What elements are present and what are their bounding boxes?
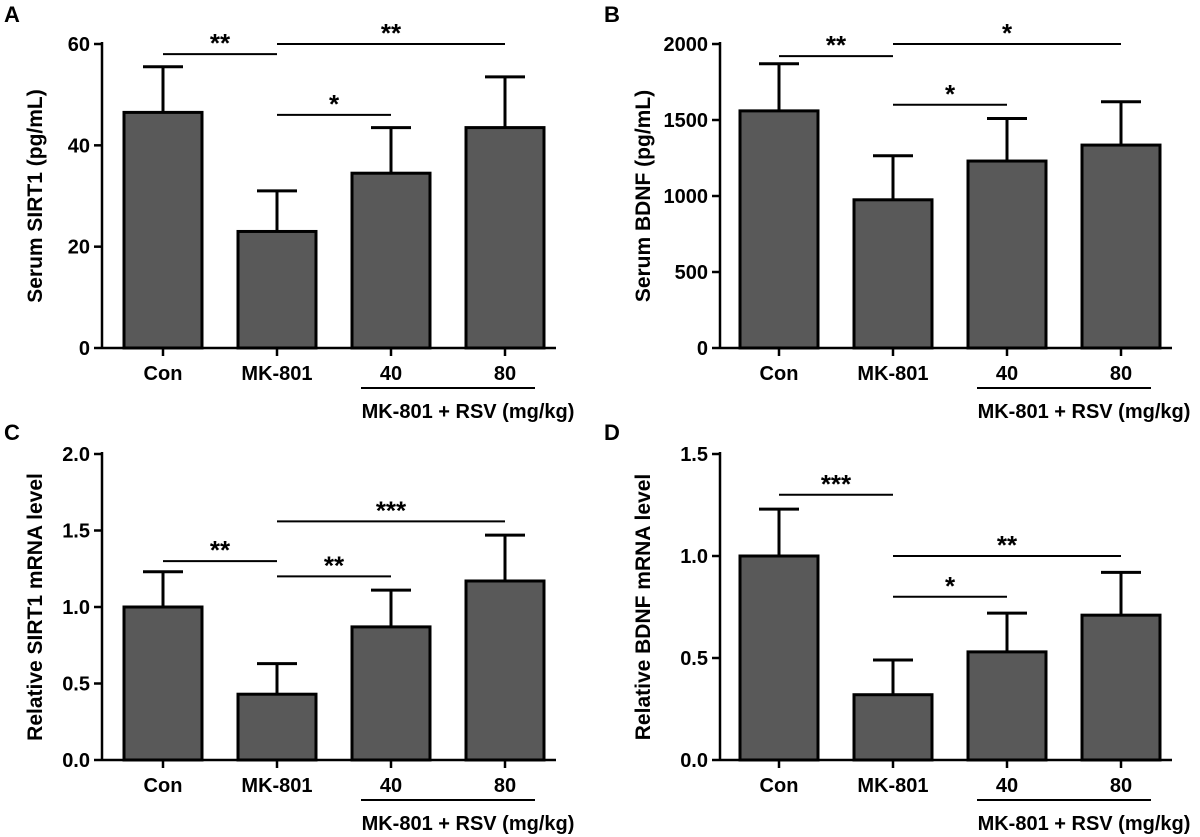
- bar-con: [738, 109, 820, 350]
- significance-label: **: [210, 535, 231, 565]
- bar-mk-801: [236, 229, 318, 350]
- bar-40: [966, 159, 1048, 350]
- y-tick-label: 0.5: [680, 648, 708, 670]
- x-tick-label: 40: [380, 775, 402, 797]
- bar-mk-801: [236, 692, 318, 762]
- x-tick-label: 80: [1110, 363, 1132, 385]
- panel-letter: D: [604, 420, 620, 445]
- bar-80: [464, 579, 546, 762]
- significance-label: **: [381, 18, 402, 48]
- y-tick-label: 2.0: [62, 444, 90, 466]
- y-axis-label: Serum SIRT1 (pg/mL): [24, 89, 47, 303]
- y-tick-label: 20: [68, 237, 90, 259]
- x-tick-label: Con: [144, 775, 183, 797]
- group-label: MK-801 + RSV (mg/kg): [978, 401, 1191, 423]
- significance-label: ***: [821, 469, 852, 499]
- bar-con: [122, 110, 204, 350]
- y-tick-label: 1000: [664, 186, 709, 208]
- group-label: MK-801 + RSV (mg/kg): [362, 813, 575, 835]
- y-tick-label: 2000: [664, 34, 709, 56]
- y-tick-label: 0.0: [62, 750, 90, 772]
- panel-letter: C: [4, 420, 20, 445]
- x-tick-label: 40: [996, 775, 1018, 797]
- x-tick-label: MK-801: [241, 775, 312, 797]
- significance-label: *: [1002, 18, 1013, 48]
- x-tick-label: 80: [1110, 775, 1132, 797]
- y-tick-label: 1.5: [680, 444, 708, 466]
- y-tick-label: 500: [675, 262, 708, 284]
- x-tick-label: MK-801: [857, 775, 928, 797]
- bar-40: [350, 171, 432, 350]
- x-tick-label: MK-801: [857, 363, 928, 385]
- y-tick-label: 1.0: [62, 597, 90, 619]
- y-axis-label: Serum BDNF (pg/mL): [632, 90, 655, 302]
- significance-label: **: [324, 550, 345, 580]
- x-tick-label: 80: [494, 775, 516, 797]
- group-label: MK-801 + RSV (mg/kg): [362, 401, 575, 423]
- bar-con: [738, 554, 820, 762]
- bar-80: [1080, 613, 1162, 762]
- x-tick-label: Con: [144, 363, 183, 385]
- chart-panel-d: D Relative BDNF mRNA level 0.0 0.5 1.0 1.5 Con…: [604, 420, 1190, 835]
- y-tick-label: 1.5: [62, 521, 90, 543]
- y-tick-label: 0: [697, 338, 708, 360]
- bar-40: [966, 650, 1048, 762]
- y-axis-label: Relative SIRT1 mRNA level: [24, 473, 47, 741]
- x-tick-label: Con: [760, 775, 799, 797]
- x-tick-label: 80: [494, 363, 516, 385]
- y-tick-label: 0: [79, 338, 90, 360]
- bar-mk-801: [852, 198, 934, 350]
- bar-80: [1080, 143, 1162, 350]
- significance-label: **: [997, 530, 1018, 560]
- bar-con: [122, 605, 204, 762]
- significance-label: *: [945, 571, 956, 601]
- significance-label: **: [826, 30, 847, 60]
- y-axis-label: Relative BDNF mRNA level: [632, 474, 655, 740]
- y-tick-label: 0.0: [680, 750, 708, 772]
- y-tick-label: 0.5: [62, 674, 90, 696]
- bar-80: [464, 126, 546, 350]
- bar-mk-801: [852, 693, 934, 762]
- chart-panel-a: A Serum SIRT1 (pg/mL) 0 20 40 60 Con MK-801 40 80…: [4, 2, 574, 423]
- panel-letter: A: [4, 2, 20, 27]
- significance-label: *: [329, 89, 340, 119]
- significance-label: *: [945, 79, 956, 109]
- significance-label: **: [210, 28, 231, 58]
- panel-letter: B: [604, 2, 620, 27]
- y-tick-label: 1500: [664, 110, 709, 132]
- group-label: MK-801 + RSV (mg/kg): [978, 813, 1191, 835]
- x-tick-label: Con: [760, 363, 799, 385]
- chart-panel-b: B Serum BDNF (pg/mL) 0 500 1000 1500 2000 Con MK…: [604, 2, 1190, 423]
- significance-label: ***: [376, 495, 407, 525]
- x-tick-label: 40: [380, 363, 402, 385]
- y-tick-label: 60: [68, 34, 90, 56]
- chart-panel-c: C Relative SIRT1 mRNA level 0.0 0.5 1.0 1.5 2.…: [4, 420, 574, 835]
- y-tick-label: 40: [68, 135, 90, 157]
- x-tick-label: 40: [996, 363, 1018, 385]
- x-tick-label: MK-801: [241, 363, 312, 385]
- bar-40: [350, 625, 432, 762]
- y-tick-label: 1.0: [680, 546, 708, 568]
